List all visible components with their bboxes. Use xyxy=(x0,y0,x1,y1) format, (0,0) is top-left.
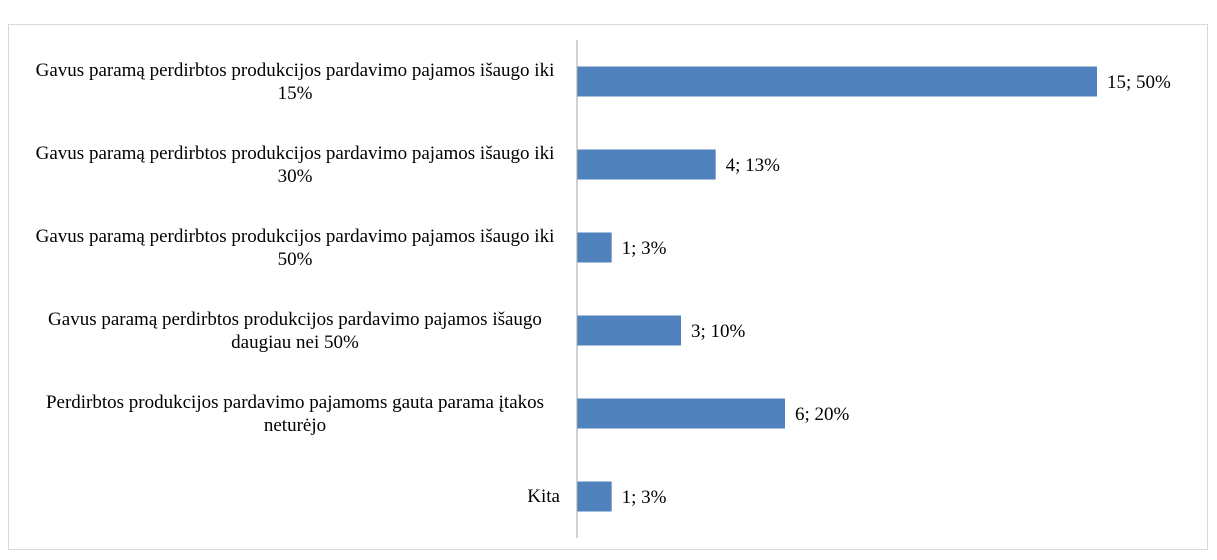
bar xyxy=(577,232,612,263)
category-text: Perdirbtos produkcijos pardavimo pajamom… xyxy=(45,391,545,436)
bar xyxy=(577,315,681,346)
bar xyxy=(577,481,612,512)
category-label: Gavus paramą perdirbtos produkcijos pard… xyxy=(20,135,560,195)
data-label: 3; 10% xyxy=(691,321,746,342)
bar xyxy=(577,66,1097,97)
category-label: Gavus paramą perdirbtos produkcijos pard… xyxy=(20,52,560,112)
data-label: 1; 3% xyxy=(622,238,667,259)
category-text: Gavus paramą perdirbtos produkcijos pard… xyxy=(35,225,555,270)
category-text: Kita xyxy=(527,486,560,507)
bar xyxy=(577,398,785,429)
category-label: Kita xyxy=(20,467,560,527)
data-label: 6; 20% xyxy=(795,404,850,425)
bar xyxy=(577,149,716,180)
category-text: Gavus paramą perdirbtos produkcijos pard… xyxy=(35,59,555,104)
category-text: Gavus paramą perdirbtos produkcijos pard… xyxy=(35,142,555,187)
data-label: 1; 3% xyxy=(622,487,667,508)
category-text: Gavus paramą perdirbtos produkcijos pard… xyxy=(48,308,542,353)
chart-frame xyxy=(8,24,1208,550)
category-label: Perdirbtos produkcijos pardavimo pajamom… xyxy=(20,384,560,444)
category-label: Gavus paramą perdirbtos produkcijos pard… xyxy=(20,218,560,278)
data-label: 4; 13% xyxy=(726,155,781,176)
category-label: Gavus paramą perdirbtos produkcijos pard… xyxy=(20,301,560,361)
data-label: 15; 50% xyxy=(1107,72,1171,93)
